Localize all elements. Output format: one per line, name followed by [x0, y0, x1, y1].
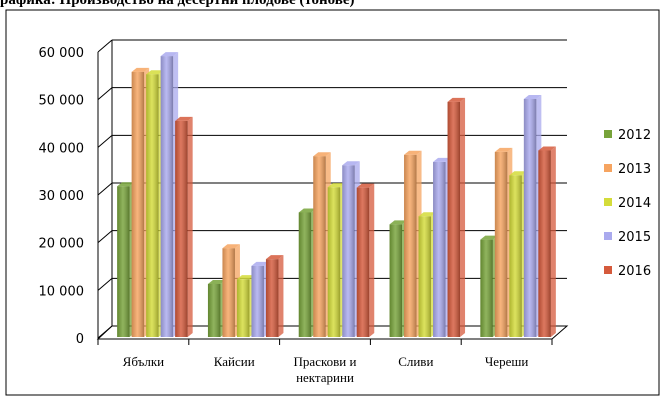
bar	[175, 116, 193, 338]
gridline-depth	[97, 230, 113, 244]
bar	[251, 261, 269, 337]
y-tick-label: 0	[76, 332, 84, 347]
y-tick-label: 10 000	[39, 284, 85, 299]
chart-border	[5, 9, 660, 396]
y-tick-label: 30 000	[39, 189, 85, 204]
bar	[222, 244, 240, 337]
bar	[404, 150, 422, 337]
legend-swatch	[604, 266, 612, 274]
floor	[96, 325, 569, 340]
bar	[356, 183, 375, 337]
x-tick-label: Праскови и нектарини	[294, 354, 357, 385]
y-tick-label: 40 000	[39, 141, 85, 156]
axes	[96, 40, 569, 345]
gridline-depth	[97, 277, 113, 291]
y-axis-tick-labels: 0 10 000 20 000 30 000 40 000 50 000 60 000	[39, 46, 85, 347]
legend-label: 2016	[618, 264, 651, 279]
chart-title: рафика: Производство на десертни плодове…	[0, 0, 355, 8]
bar	[447, 97, 466, 337]
legend-swatch	[604, 164, 612, 172]
legend-swatch	[604, 198, 612, 206]
gridline-depth	[97, 134, 113, 148]
bar	[538, 146, 556, 337]
legend-entry: 2012	[604, 128, 651, 143]
bar	[389, 220, 408, 337]
bars	[117, 52, 556, 338]
legend-entry: 2013	[604, 162, 651, 177]
legend: 2012 2013 2014 2015 2016	[604, 128, 651, 279]
legend-label: 2014	[618, 196, 651, 211]
legend-entry: 2015	[604, 230, 651, 245]
x-axis-tick-labels: Ябълки Кайсии Праскови и нектарини Сливи Чере…	[123, 354, 529, 385]
x-tick-label: Череши	[485, 354, 528, 369]
legend-entry: 2014	[604, 196, 651, 211]
y-tick-label: 50 000	[39, 94, 85, 109]
x-tick-label: Кайсии	[214, 354, 255, 369]
legend-entry: 2016	[604, 264, 651, 279]
x-tick-label: Ябълки	[123, 354, 164, 369]
legend-label: 2012	[618, 128, 651, 143]
gridline-depth	[97, 87, 113, 101]
gridline-depth	[97, 182, 113, 196]
legend-swatch	[604, 232, 612, 240]
legend-label: 2013	[618, 162, 651, 177]
y-tick-label: 20 000	[39, 237, 85, 252]
x-tick-label: Сливи	[398, 354, 433, 369]
legend-swatch	[604, 130, 612, 138]
legend-label: 2015	[618, 230, 651, 245]
gridline-depth	[97, 39, 113, 53]
bar	[265, 255, 284, 337]
y-tick-label: 60 000	[39, 46, 85, 61]
